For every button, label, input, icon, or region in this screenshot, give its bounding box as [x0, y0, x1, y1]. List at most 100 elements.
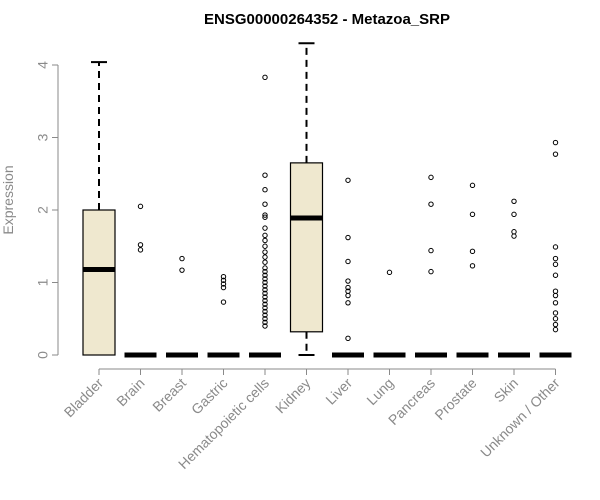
iqr-box — [82, 209, 116, 356]
outlier-point — [511, 229, 517, 235]
y-tick-label: 1 — [35, 278, 51, 286]
outlier-point — [552, 310, 559, 316]
outlier-point — [220, 281, 227, 287]
outlier-point — [428, 174, 434, 181]
outlier-point — [469, 263, 476, 269]
outlier-point — [262, 305, 268, 311]
outlier-point — [345, 278, 351, 284]
outlier-point — [262, 225, 268, 231]
y-tick-label: 3 — [35, 133, 51, 141]
outlier-point — [137, 242, 144, 248]
outlier-point — [262, 232, 268, 239]
outlier-point — [345, 300, 351, 306]
outlier-point — [262, 287, 268, 293]
outlier-point — [262, 290, 268, 297]
outlier-point — [262, 279, 268, 286]
outlier-point — [137, 247, 144, 253]
outlier-point — [179, 255, 185, 262]
x-tick-label: Bladder — [61, 375, 107, 421]
outlier-point — [220, 274, 227, 280]
x-tick-label: Liver — [322, 375, 355, 408]
outlier-point — [262, 301, 268, 307]
x-tick-label: Kidney — [272, 375, 314, 417]
outlier-point — [428, 201, 434, 207]
outlier-point — [552, 244, 559, 250]
outlier-point — [345, 292, 351, 299]
x-tick-label: Unknown / Other — [477, 375, 563, 461]
y-axis: 0 1 2 3 4 — [35, 61, 59, 359]
outlier-point — [428, 247, 434, 254]
outlier-point — [552, 272, 559, 278]
box-prostate — [456, 182, 489, 358]
box-lung — [373, 269, 406, 358]
outlier-point — [137, 203, 144, 210]
outlier-point — [262, 283, 268, 289]
outlier-point — [262, 308, 268, 315]
outlier-point — [552, 292, 559, 299]
outlier-point — [262, 259, 268, 265]
outlier-point — [428, 268, 434, 275]
outlier-point — [262, 272, 268, 278]
y-tick-label: 2 — [35, 206, 51, 214]
x-tick-label: Brain — [113, 375, 147, 409]
outlier-point — [552, 321, 559, 328]
outlier-point — [552, 255, 559, 262]
outlier-point — [469, 182, 476, 189]
outlier-point — [511, 211, 517, 218]
plot-area — [82, 42, 572, 358]
outlier-point — [511, 233, 517, 239]
outlier-point — [262, 316, 268, 322]
outlier-point — [179, 267, 185, 273]
x-tick-label: Prostate — [431, 375, 479, 423]
x-tick-label: Lung — [363, 375, 396, 408]
outlier-point — [262, 187, 268, 193]
box-breast — [166, 255, 198, 358]
box-hematopoietic-cells — [249, 74, 281, 358]
box-gastric — [207, 274, 240, 358]
outlier-point — [552, 288, 559, 294]
outlier-point — [552, 151, 559, 157]
box-bladder — [82, 61, 116, 356]
outlier-point — [220, 299, 227, 305]
y-tick-label: 4 — [35, 61, 51, 69]
outlier-point — [345, 335, 351, 342]
outlier-point — [262, 268, 268, 275]
outlier-point — [262, 249, 268, 255]
y-tick-label: 0 — [35, 351, 51, 359]
outlier-point — [262, 319, 268, 326]
box-unknown-other — [539, 139, 572, 358]
outlier-point — [345, 177, 351, 183]
chart-title: ENSG00000264352 - Metazoa_SRP — [204, 11, 450, 28]
outlier-point — [220, 277, 227, 284]
outlier-point — [511, 198, 517, 205]
outlier-point — [262, 237, 268, 244]
outlier-point — [345, 284, 351, 291]
outlier-point — [552, 326, 559, 333]
outlier-point — [262, 294, 268, 300]
outlier-point — [262, 265, 268, 271]
box-pancreas — [415, 174, 447, 358]
iqr-box — [289, 162, 324, 333]
outlier-point — [262, 74, 268, 81]
outlier-point — [262, 172, 268, 178]
outlier-point — [262, 312, 268, 318]
x-tick-label: Breast — [149, 375, 189, 415]
outlier-point — [345, 258, 351, 265]
outlier-point — [262, 297, 268, 304]
outlier-point — [262, 214, 268, 220]
outlier-point — [262, 243, 268, 249]
outlier-point — [220, 284, 227, 291]
outlier-point — [469, 211, 476, 218]
x-tick-label: Skin — [491, 375, 522, 406]
box-skin — [498, 198, 530, 358]
outlier-point — [552, 300, 559, 306]
box-liver — [332, 177, 364, 358]
outlier-point — [262, 323, 268, 329]
box-kidney — [289, 42, 324, 356]
outlier-point — [552, 139, 559, 146]
outlier-point — [469, 248, 476, 255]
outlier-point — [262, 201, 268, 207]
